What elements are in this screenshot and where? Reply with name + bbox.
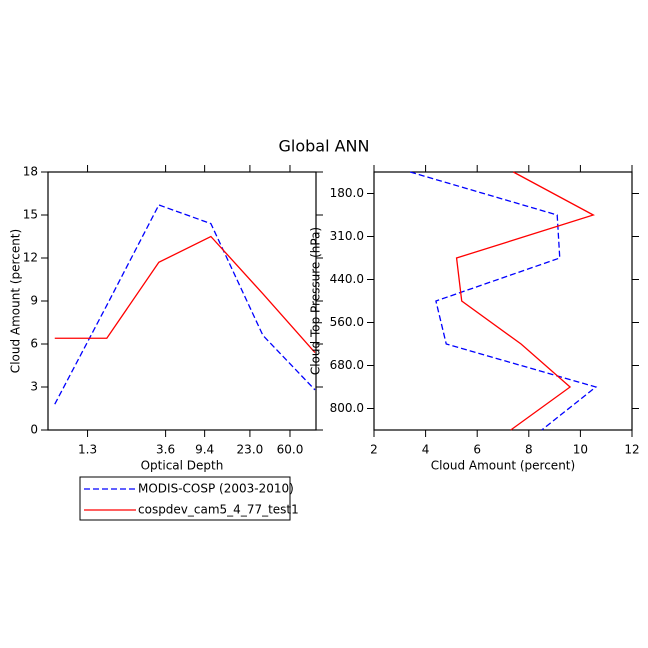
series-line bbox=[54, 204, 316, 405]
figure-title: Global ANN bbox=[278, 137, 369, 156]
x-tick-label: 23.0 bbox=[237, 443, 264, 457]
plot-frame bbox=[47, 171, 317, 431]
y-tick-label: 9 bbox=[30, 294, 38, 308]
y-tick-label: 12 bbox=[23, 251, 38, 265]
y-tick-label: 0 bbox=[30, 423, 38, 437]
y-tick-label: 180.0 bbox=[330, 186, 364, 200]
y-tick-label: 3 bbox=[30, 380, 38, 394]
y-tick-label: 310.0 bbox=[330, 229, 364, 243]
x-axis-label: Cloud Amount (percent) bbox=[431, 459, 575, 473]
series-line bbox=[455, 171, 595, 431]
x-tick-label: 10 bbox=[573, 443, 588, 457]
legend-box bbox=[79, 476, 291, 521]
legend-label: cospdev_cam5_4_77_test1 bbox=[138, 503, 299, 517]
x-tick-label: 6 bbox=[473, 443, 481, 457]
plot-frame bbox=[373, 171, 633, 431]
legend-label: MODIS-COSP (2003-2010) bbox=[138, 482, 294, 496]
y-tick-label: 440.0 bbox=[330, 272, 364, 286]
y-tick-label: 18 bbox=[23, 165, 38, 179]
x-tick-label: 3.6 bbox=[156, 443, 175, 457]
x-tick-label: 9.4 bbox=[195, 443, 214, 457]
series-line bbox=[409, 171, 598, 431]
series-line bbox=[54, 235, 316, 354]
x-tick-label: 60.0 bbox=[277, 443, 304, 457]
y-tick-label: 6 bbox=[30, 337, 38, 351]
legend: MODIS-COSP (2003-2010) cospdev_cam5_4_77_… bbox=[79, 476, 299, 521]
y-tick-label: 560.0 bbox=[330, 315, 364, 329]
x-tick-label: 4 bbox=[422, 443, 430, 457]
y-axis-label: Cloud Top Pressure (hPa) bbox=[309, 227, 323, 375]
x-tick-label: 2 bbox=[370, 443, 378, 457]
y-tick-label: 680.0 bbox=[330, 358, 364, 372]
y-tick-label: 800.0 bbox=[330, 401, 364, 415]
x-axis-label: Optical Depth bbox=[141, 459, 224, 473]
y-axis-label: Cloud Amount (percent) bbox=[9, 229, 23, 373]
x-tick-label: 12 bbox=[624, 443, 639, 457]
x-tick-label: 1.3 bbox=[78, 443, 97, 457]
y-tick-label: 15 bbox=[23, 208, 38, 222]
x-tick-label: 8 bbox=[525, 443, 533, 457]
